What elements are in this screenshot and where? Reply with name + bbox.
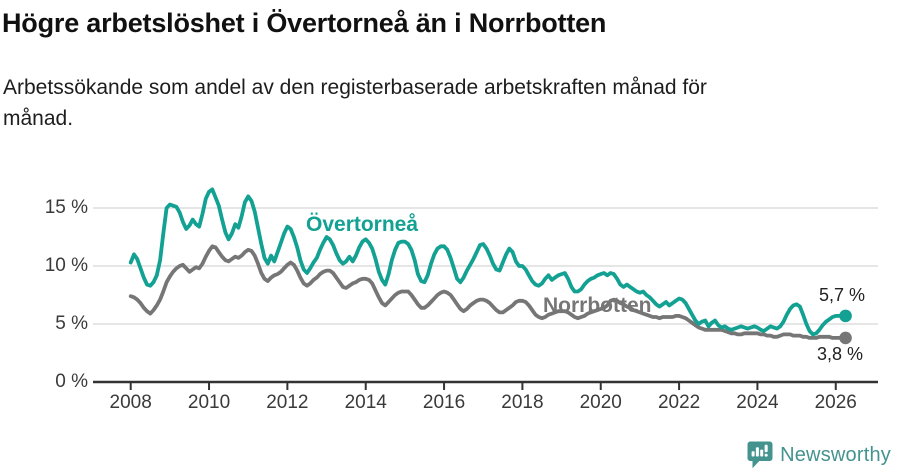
y-axis-label-10: 10 % bbox=[44, 255, 88, 276]
end-value-norrbotten: 3,8 % bbox=[816, 344, 863, 364]
y-axis-label-5: 5 % bbox=[55, 313, 88, 334]
chart-subtitle: Arbetssökande som andel av den registerb… bbox=[3, 72, 707, 134]
newsworthy-logo[interactable]: Newsworthy bbox=[747, 441, 891, 469]
series-label-overtornea: Övertorneå bbox=[306, 213, 419, 236]
page-title: Högre arbetslöshet i Övertorneå än i Nor… bbox=[2, 8, 607, 38]
newsworthy-logo-text: Newsworthy bbox=[780, 443, 891, 466]
y-axis-label-0: 0 % bbox=[55, 371, 88, 392]
series-end-dot-övertorneå bbox=[839, 309, 852, 323]
x-axis-label-2012: 2012 bbox=[266, 392, 309, 413]
newsworthy-logo-icon bbox=[747, 441, 773, 469]
series-line-norrbotten bbox=[128, 244, 848, 340]
x-axis-label-2014: 2014 bbox=[344, 392, 387, 413]
x-axis-label-2018: 2018 bbox=[501, 392, 544, 413]
x-axis-label-2022: 2022 bbox=[657, 392, 701, 413]
series-end-dot-norrbotten bbox=[839, 331, 852, 345]
x-axis-label-2016: 2016 bbox=[422, 392, 466, 413]
x-axis-label-2024: 2024 bbox=[736, 392, 779, 413]
end-value-overtornea: 5,7 % bbox=[818, 285, 865, 305]
y-axis-label-15: 15 % bbox=[44, 197, 88, 218]
x-axis-label-2008: 2008 bbox=[109, 392, 152, 413]
x-axis-label-2020: 2020 bbox=[579, 392, 622, 413]
x-axis-label-2010: 2010 bbox=[187, 392, 231, 413]
series-label-norrbotten: Norrbotten bbox=[543, 294, 652, 317]
subtitle-line-1: Arbetssökande som andel av den registerb… bbox=[3, 76, 707, 99]
x-axis-label-2026: 2026 bbox=[814, 392, 857, 413]
subtitle-line-2: månad. bbox=[3, 107, 74, 130]
series-line-övertorneå bbox=[128, 187, 848, 337]
